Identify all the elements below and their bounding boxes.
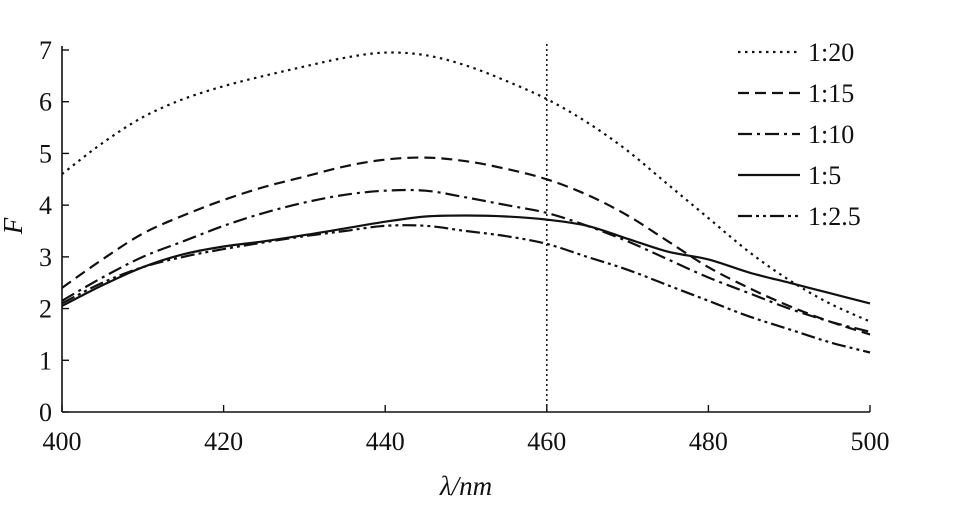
y-tick-label: 6	[39, 88, 52, 117]
y-tick-label: 1	[39, 346, 52, 375]
y-tick-label: 0	[39, 398, 52, 427]
y-tick-label: 5	[39, 139, 52, 168]
legend-label: 1:10	[808, 120, 854, 149]
x-tick-label: 480	[689, 427, 728, 456]
y-tick-label: 2	[39, 295, 52, 324]
series-line-1-15	[61, 156, 871, 336]
legend-label: 1:5	[808, 161, 841, 190]
x-tick-label: 460	[527, 427, 566, 456]
legend: 1:20 1:15 1:10 1:5 1:2.5	[738, 38, 861, 231]
y-tick-label: 3	[39, 243, 52, 272]
ticks-layer: 400 420 440 460 480 500 0 1 2 3 4 5 6 7	[39, 36, 890, 456]
x-tick-label: 440	[366, 427, 405, 456]
series-layer	[61, 51, 871, 354]
y-tick-label: 7	[39, 36, 52, 65]
series-line-1-5	[61, 214, 871, 307]
legend-label: 1:20	[808, 38, 854, 67]
series-line-1-10	[61, 188, 871, 333]
legend-label: 1:2.5	[808, 202, 861, 231]
y-tick-label: 4	[39, 191, 52, 220]
y-axis-title: F	[0, 217, 28, 235]
x-tick-label: 420	[204, 427, 243, 456]
x-axis-title: λ/nm	[439, 471, 492, 501]
series-line-1-20	[61, 51, 871, 323]
axes-layer	[61, 46, 870, 413]
series-line-1-2-5	[61, 224, 871, 354]
legend-label: 1:15	[808, 79, 854, 108]
x-tick-label: 400	[43, 427, 82, 456]
x-tick-label: 500	[851, 427, 890, 456]
